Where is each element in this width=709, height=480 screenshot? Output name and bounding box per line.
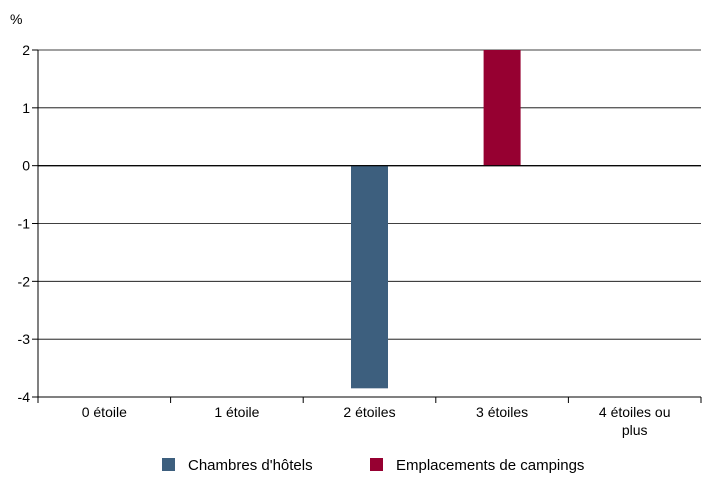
y-tick-label: -3 — [18, 331, 31, 347]
x-category-label: 3 étoiles — [476, 404, 528, 420]
x-axis-ticks: 0 étoile 1 étoile 2 étoiles 3 étoiles 4 étoi… — [37, 397, 702, 438]
y-tick-label: 0 — [22, 158, 30, 174]
legend-label-hotel-rooms: Chambres d'hôtels — [188, 457, 313, 474]
legend-swatch-hotel-rooms — [162, 458, 175, 471]
y-tick-label: 1 — [22, 100, 30, 116]
y-tick-label: -4 — [18, 389, 31, 405]
x-category-label: 2 étoiles — [343, 404, 395, 420]
x-category-label: 4 étoiles ou plus — [599, 404, 671, 438]
y-axis-unit-label: % — [10, 11, 22, 27]
bar-hotel-rooms-2 — [351, 165, 388, 389]
x-category-label: 1 étoile — [214, 404, 259, 420]
bars — [351, 50, 521, 389]
bar-campsites-3 — [483, 50, 521, 166]
y-tick-label: -1 — [18, 216, 31, 232]
axes — [37, 50, 701, 398]
y-axis-ticks: 2 1 0 -1 -2 -3 -4 — [18, 42, 38, 405]
legend-label-campsites: Emplacements de campings — [396, 457, 584, 474]
legend-swatch-campsites — [370, 458, 383, 471]
legend: Chambres d'hôtels Emplacements de camping… — [162, 457, 584, 474]
x-category-label: 0 étoile — [82, 404, 127, 420]
y-tick-label: -2 — [18, 273, 31, 289]
y-tick-label: 2 — [22, 42, 30, 58]
